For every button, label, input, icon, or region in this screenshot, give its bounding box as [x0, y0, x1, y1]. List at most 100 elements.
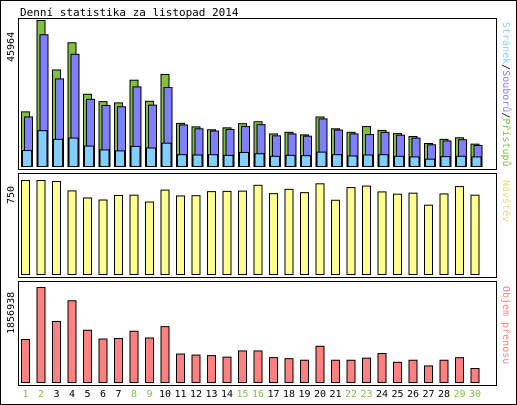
x-label-day-25: 25	[391, 389, 403, 400]
panel-requests-ymax: 45964	[6, 32, 17, 62]
bar-visits-day-27	[424, 204, 433, 275]
bar-volume-day-11	[176, 353, 185, 383]
bar-volume-day-2	[36, 287, 46, 383]
panel-requests-legend: Stránek/Souborů/Přístupů	[500, 22, 512, 167]
bar-volume-day-13	[207, 355, 216, 383]
bar-volume-day-15	[238, 350, 247, 384]
panel-requests: 45964 Stránek/Souborů/Přístupů	[6, 18, 512, 170]
bar-volume-day-27	[424, 365, 433, 383]
x-label-day-23: 23	[360, 389, 372, 400]
bar-volume-day-14	[222, 356, 232, 383]
x-label-day-22: 22	[345, 389, 357, 400]
bar-volume-day-1	[21, 339, 30, 384]
panel-visits-bars	[21, 180, 480, 276]
bar-pages-day-5	[84, 145, 94, 167]
bar-pages-day-13	[208, 154, 218, 168]
bar-pages-day-20	[316, 151, 327, 167]
bar-visits-day-17	[269, 193, 278, 276]
x-label-day-19: 19	[298, 389, 310, 400]
bar-pages-day-23	[363, 154, 373, 167]
bar-volume-day-6	[98, 338, 108, 383]
bar-pages-day-24	[378, 154, 389, 168]
bar-visits-day-8	[129, 194, 139, 275]
bar-pages-day-28	[440, 156, 451, 167]
x-label-day-24: 24	[376, 389, 388, 400]
bar-pages-day-6	[99, 149, 110, 167]
bar-visits-day-21	[331, 199, 340, 275]
legend-files: Souborů	[500, 70, 512, 112]
x-axis-day-labels: 1 2 3 4 5 6 7 8 9 10 11 12 13 14 15 16 17 18 19 20 21 22 23 24 2…	[22, 389, 481, 400]
bar-pages-day-19	[301, 155, 311, 167]
bar-visits-day-14	[222, 190, 232, 275]
x-label-day-5: 5	[84, 389, 90, 400]
bar-volume-day-21	[331, 359, 340, 384]
bar-pages-day-2	[37, 130, 48, 168]
x-label-day-18: 18	[283, 389, 295, 400]
bar-visits-day-30	[470, 194, 480, 275]
bar-visits-day-10	[160, 189, 170, 275]
bar-visits-day-15	[238, 190, 247, 275]
bar-volume-day-25	[393, 361, 402, 383]
bar-volume-day-18	[284, 358, 294, 384]
bar-pages-day-21	[332, 154, 342, 168]
panel-volume: 1856938 Objem přenosu	[6, 281, 512, 386]
bar-pages-day-9	[146, 147, 156, 168]
bar-visits-day-22	[346, 187, 356, 276]
bar-pages-day-25	[394, 155, 404, 167]
bar-pages-day-11	[177, 154, 187, 168]
bar-volume-day-10	[160, 326, 170, 384]
bar-volume-day-8	[129, 330, 139, 383]
bar-pages-day-22	[347, 155, 358, 168]
x-label-day-21: 21	[329, 389, 341, 400]
bar-volume-day-19	[300, 359, 309, 384]
x-label-day-4: 4	[69, 389, 75, 400]
x-label-day-14: 14	[221, 389, 233, 400]
bar-visits-day-23	[362, 185, 371, 275]
panel-volume-bars	[21, 287, 480, 384]
x-label-day-12: 12	[190, 389, 202, 400]
bar-pages-day-7	[115, 150, 125, 168]
bar-visits-day-26	[408, 192, 418, 276]
legend-separator-2: /	[500, 112, 511, 118]
bar-visits-day-12	[191, 195, 201, 275]
x-label-day-10: 10	[159, 389, 171, 400]
x-label-day-28: 28	[438, 389, 450, 400]
bar-volume-day-30	[470, 368, 480, 383]
x-label-day-20: 20	[314, 389, 326, 400]
bar-visits-day-24	[377, 191, 387, 275]
bar-visits-day-18	[284, 188, 294, 275]
panel-requests-bars	[21, 20, 483, 168]
x-label-day-9: 9	[146, 389, 152, 400]
legend-visits: Návštěv	[500, 180, 512, 222]
bar-pages-day-14	[223, 154, 234, 168]
x-label-day-15: 15	[236, 389, 248, 400]
bar-volume-day-24	[377, 353, 387, 384]
bar-visits-day-9	[145, 201, 154, 276]
bar-visits-day-4	[67, 190, 77, 276]
bar-pages-day-29	[456, 155, 466, 167]
legend-volume: Objem přenosu	[500, 286, 512, 364]
bar-visits-day-7	[114, 194, 123, 276]
bar-pages-day-1	[22, 150, 32, 167]
bar-volume-day-17	[269, 357, 278, 384]
x-label-day-3: 3	[53, 389, 59, 400]
bar-pages-day-30	[471, 156, 482, 168]
bar-volume-day-23	[362, 357, 371, 383]
bar-visits-day-5	[83, 197, 92, 275]
x-label-day-16: 16	[252, 389, 264, 400]
panel-volume-ymax: 1856938	[6, 292, 17, 334]
bar-volume-day-22	[346, 359, 356, 384]
bar-visits-day-1	[21, 180, 30, 275]
bar-visits-day-25	[393, 193, 402, 275]
bar-visits-day-2	[36, 180, 46, 275]
legend-pages: Stránek	[500, 22, 512, 64]
bar-volume-day-16	[253, 350, 263, 384]
x-label-day-2: 2	[38, 389, 44, 400]
bar-visits-day-3	[52, 181, 61, 275]
bar-pages-day-18	[285, 154, 296, 168]
bar-volume-day-12	[191, 354, 201, 384]
bar-volume-day-20	[315, 345, 325, 384]
bar-pages-day-4	[68, 137, 79, 168]
chart-title: Denní statistika za listopad 2014	[20, 6, 239, 19]
